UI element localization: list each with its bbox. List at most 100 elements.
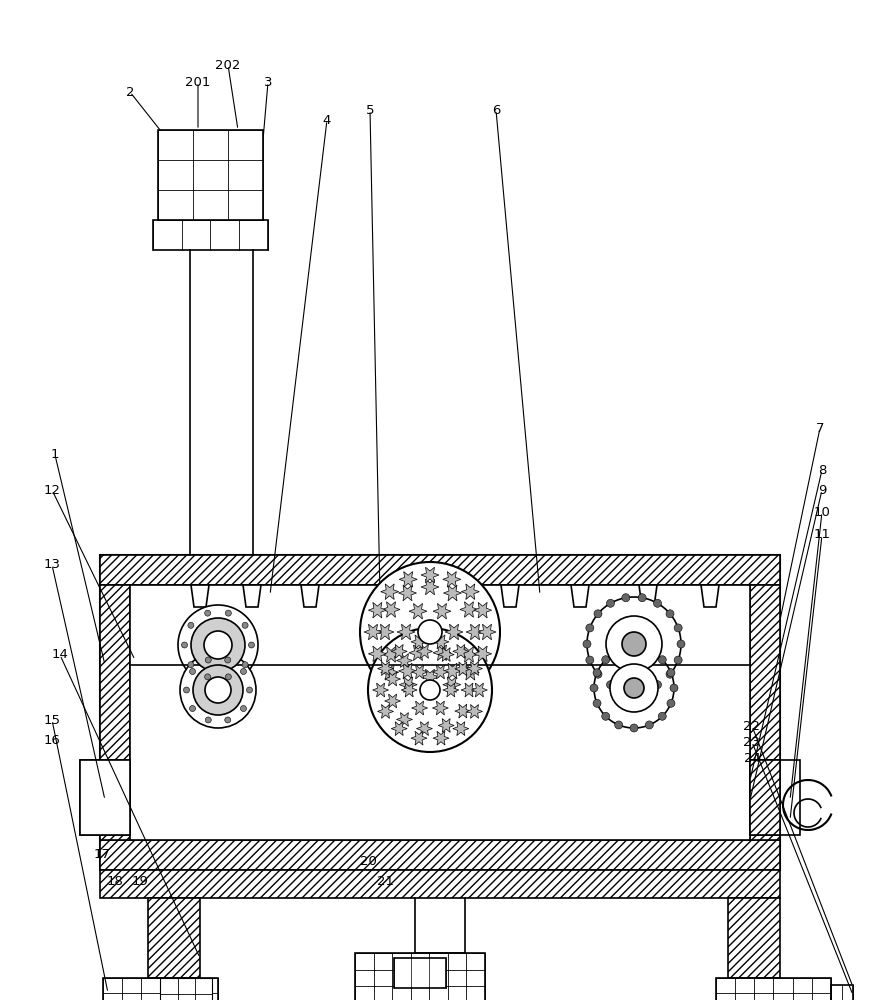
Circle shape xyxy=(193,665,243,715)
Text: 8: 8 xyxy=(816,464,825,477)
Circle shape xyxy=(225,717,231,723)
Circle shape xyxy=(248,642,254,648)
Circle shape xyxy=(666,610,674,618)
Circle shape xyxy=(630,724,638,732)
Circle shape xyxy=(188,622,194,628)
Circle shape xyxy=(652,681,660,689)
Text: 20: 20 xyxy=(360,855,376,868)
Circle shape xyxy=(674,624,681,632)
Polygon shape xyxy=(372,683,389,697)
Bar xyxy=(749,760,779,835)
Bar xyxy=(100,555,779,585)
Bar xyxy=(354,953,484,1000)
Polygon shape xyxy=(420,681,438,697)
Polygon shape xyxy=(399,677,417,692)
Polygon shape xyxy=(432,731,448,745)
Polygon shape xyxy=(409,645,426,661)
Circle shape xyxy=(587,597,681,691)
Bar xyxy=(158,130,263,220)
Text: 2: 2 xyxy=(125,86,134,99)
Polygon shape xyxy=(368,602,386,618)
Text: 6: 6 xyxy=(491,104,500,117)
Circle shape xyxy=(614,721,622,729)
Bar xyxy=(749,585,779,840)
Polygon shape xyxy=(700,585,718,607)
Polygon shape xyxy=(432,645,451,661)
Polygon shape xyxy=(432,603,451,619)
Text: 17: 17 xyxy=(93,848,111,861)
Polygon shape xyxy=(431,701,448,715)
Circle shape xyxy=(658,712,666,720)
Bar xyxy=(394,958,446,988)
Bar xyxy=(727,898,779,978)
Bar xyxy=(100,840,779,870)
Polygon shape xyxy=(401,683,417,697)
Polygon shape xyxy=(384,672,400,686)
Circle shape xyxy=(594,648,674,728)
Text: 21: 21 xyxy=(377,876,394,888)
Circle shape xyxy=(606,599,614,607)
Circle shape xyxy=(204,610,210,616)
Circle shape xyxy=(203,631,232,659)
Polygon shape xyxy=(410,731,426,745)
Circle shape xyxy=(180,652,256,728)
Polygon shape xyxy=(466,662,482,675)
Circle shape xyxy=(645,647,652,655)
Polygon shape xyxy=(399,572,417,587)
Bar xyxy=(80,760,130,835)
Bar xyxy=(749,585,779,840)
Polygon shape xyxy=(460,647,477,662)
Circle shape xyxy=(178,605,258,685)
Polygon shape xyxy=(301,585,318,607)
Circle shape xyxy=(240,668,246,674)
Text: 4: 4 xyxy=(323,114,331,127)
Circle shape xyxy=(189,668,196,674)
Text: 7: 7 xyxy=(815,422,824,434)
Circle shape xyxy=(652,599,660,607)
Text: 5: 5 xyxy=(366,104,374,117)
Circle shape xyxy=(585,656,593,664)
Bar xyxy=(100,840,779,870)
Circle shape xyxy=(674,656,681,664)
Polygon shape xyxy=(420,669,438,685)
Text: 16: 16 xyxy=(44,734,61,746)
Bar xyxy=(80,760,130,835)
Circle shape xyxy=(585,624,593,632)
Polygon shape xyxy=(420,567,438,583)
Circle shape xyxy=(638,686,645,694)
Circle shape xyxy=(592,699,601,707)
Circle shape xyxy=(630,644,638,652)
Polygon shape xyxy=(384,694,400,708)
Polygon shape xyxy=(377,705,393,718)
Polygon shape xyxy=(443,663,461,679)
Circle shape xyxy=(204,674,210,680)
Polygon shape xyxy=(375,624,394,640)
Bar xyxy=(100,870,779,898)
Polygon shape xyxy=(501,585,518,607)
Circle shape xyxy=(246,687,253,693)
Circle shape xyxy=(225,674,231,680)
Polygon shape xyxy=(473,646,491,662)
Circle shape xyxy=(658,656,666,664)
Bar xyxy=(749,760,779,835)
Polygon shape xyxy=(460,665,479,680)
Polygon shape xyxy=(411,701,427,715)
Circle shape xyxy=(242,622,248,628)
Polygon shape xyxy=(454,662,470,676)
Polygon shape xyxy=(420,579,438,595)
Text: 14: 14 xyxy=(52,648,68,662)
Circle shape xyxy=(601,712,609,720)
Text: 202: 202 xyxy=(215,59,240,72)
Circle shape xyxy=(204,677,231,703)
Circle shape xyxy=(240,706,246,712)
Circle shape xyxy=(667,699,674,707)
Polygon shape xyxy=(420,585,438,607)
Circle shape xyxy=(582,640,590,648)
Polygon shape xyxy=(416,722,432,736)
Circle shape xyxy=(183,687,189,693)
Circle shape xyxy=(367,628,491,752)
Polygon shape xyxy=(570,585,588,607)
Bar xyxy=(100,555,779,585)
Polygon shape xyxy=(466,624,483,640)
Text: 18: 18 xyxy=(106,876,124,888)
